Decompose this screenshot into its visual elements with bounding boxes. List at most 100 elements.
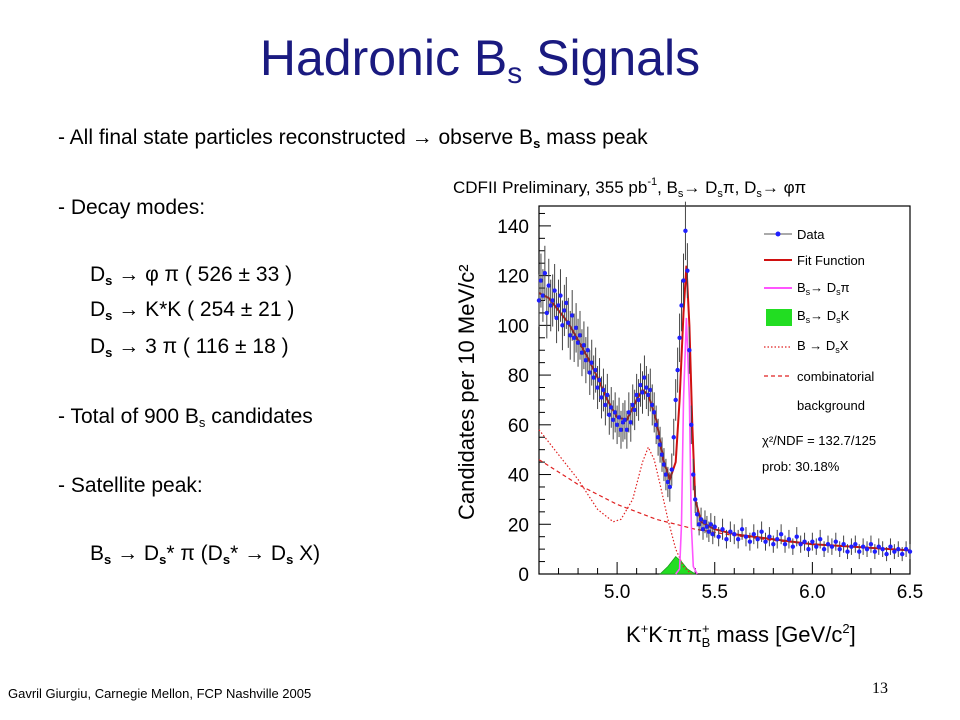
data-point: [562, 308, 567, 313]
data-point: [798, 541, 803, 547]
data-point: [546, 283, 551, 288]
y-tick-label: 100: [497, 316, 529, 337]
legend-bs-dspi: Bs→ Dsπ: [797, 280, 850, 297]
data-point: [683, 228, 688, 234]
data-point: [880, 546, 885, 552]
data-point: [899, 551, 905, 557]
data-point: [616, 415, 622, 420]
data-point: [607, 412, 612, 418]
data-point: [579, 350, 585, 355]
data-point: [603, 402, 608, 408]
data-point: [591, 375, 596, 380]
data-point: [636, 397, 641, 403]
data-point: [833, 539, 838, 544]
data-point: [845, 549, 850, 554]
data-point: [694, 512, 700, 517]
combinatorial-curve: [538, 459, 911, 551]
data-point: [614, 422, 620, 428]
data-point: [655, 435, 661, 440]
y-tick-label: 40: [508, 466, 529, 487]
data-point: [702, 519, 708, 524]
data-point: [589, 360, 594, 365]
data-point: [675, 367, 680, 373]
y-tick-label: 60: [508, 416, 529, 437]
x-axis-label: K+K-π-π+ B mass [GeV/c2]: [626, 621, 856, 650]
data-points: [536, 201, 913, 562]
data-point: [611, 417, 616, 423]
data-point: [767, 534, 772, 539]
data-point: [544, 310, 550, 316]
y-tick-label: 20: [508, 515, 529, 536]
data-point: [653, 422, 659, 428]
data-point: [708, 522, 714, 527]
data-point: [704, 524, 710, 529]
fit-curves: [538, 265, 911, 575]
data-point: [558, 293, 563, 298]
data-point: [790, 544, 796, 549]
decay-mode-phi-pi: Ds → φ π ( 526 ± 33 ): [90, 263, 293, 288]
data-point: [661, 462, 667, 467]
data-point: [903, 546, 909, 552]
data-point: [566, 320, 571, 326]
data-point: [872, 549, 878, 554]
data-point: [644, 385, 649, 390]
data-point: [888, 544, 893, 549]
data-point: [595, 385, 600, 390]
data-point: [542, 270, 548, 276]
data-point: [712, 524, 717, 529]
data-point: [751, 532, 756, 537]
data-point: [724, 536, 729, 542]
data-point: [728, 529, 733, 534]
bullet-decay-modes: - Decay modes:: [58, 196, 206, 219]
bullet-reconstruction: - All final state particles reconstructe…: [58, 126, 648, 151]
data-point: [659, 452, 665, 457]
data-point: [657, 442, 663, 447]
data-point: [700, 527, 706, 532]
data-point: [857, 549, 862, 554]
bullet-total-candidates: - Total of 900 Bs candidates: [58, 405, 313, 430]
data-point: [681, 278, 686, 283]
data-point: [755, 536, 760, 542]
data-point: [810, 539, 815, 544]
prob-text: prob: 30.18%: [762, 459, 840, 474]
data-point: [632, 407, 637, 413]
data-point: [642, 375, 647, 380]
data-point: [821, 546, 827, 552]
legend-bs-dsk: Bs→ DsK: [797, 308, 850, 325]
data-point: [581, 343, 587, 348]
y-tick-label: 140: [497, 217, 529, 238]
data-point: [720, 527, 725, 532]
data-point: [677, 335, 682, 340]
data-point: [732, 532, 737, 537]
data-point: [669, 467, 674, 472]
data-point: [612, 410, 618, 415]
data-point: [538, 278, 544, 283]
data-point: [622, 417, 628, 423]
legend-data-marker: [775, 231, 781, 237]
legend-fit: Fit Function: [797, 253, 865, 268]
data-point: [667, 484, 673, 490]
data-point: [569, 313, 575, 318]
data-point: [577, 333, 583, 338]
data-point: [626, 410, 632, 415]
footer-author: Gavril Giurgiu, Carnegie Mellon, FCP Nas…: [8, 686, 312, 701]
data-point: [687, 348, 692, 353]
data-point: [630, 402, 635, 408]
data-point: [696, 522, 702, 527]
decay-mode-kstar-k: Ds → K*K ( 254 ± 21 ): [90, 298, 295, 323]
data-point: [743, 534, 749, 539]
data-point: [706, 529, 712, 534]
data-point: [763, 539, 768, 544]
data-point: [564, 300, 569, 306]
data-point: [868, 541, 874, 547]
legend-background: background: [797, 398, 865, 413]
data-point: [837, 546, 842, 552]
data-point: [802, 539, 807, 544]
data-point: [599, 395, 604, 400]
data-point: [907, 549, 913, 554]
data-point: [892, 549, 897, 554]
data-point: [556, 303, 561, 308]
data-point: [710, 532, 715, 537]
plot-frame: [538, 205, 911, 575]
data-point: [794, 534, 799, 539]
